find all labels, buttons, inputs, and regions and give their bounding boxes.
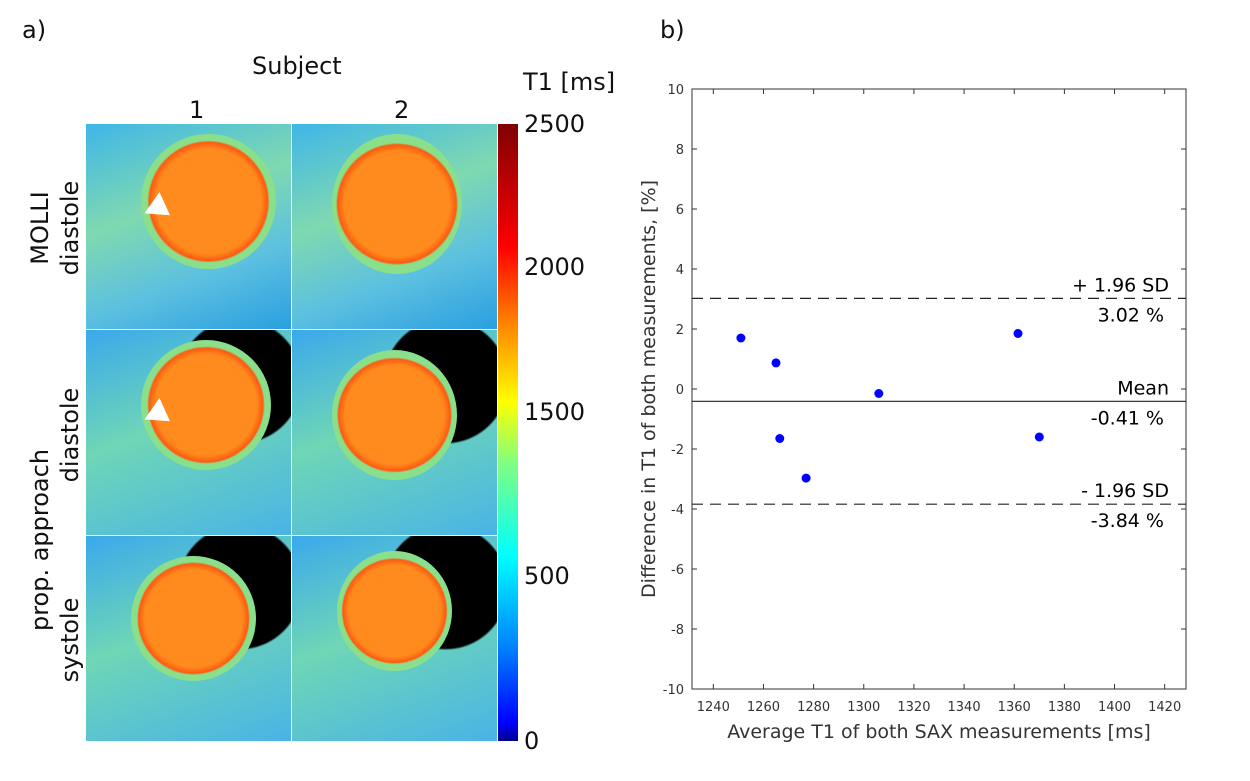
- t1-map-prop-systole-subject-1: [86, 536, 291, 741]
- data-point: [1013, 329, 1023, 338]
- panel-a-label: a): [22, 16, 47, 44]
- t1-map-molli-diastole-subject-2: [292, 124, 497, 329]
- x-tick-label: 1340: [948, 700, 981, 715]
- mean-label: Mean: [1117, 377, 1169, 399]
- y-tick-label: 0: [676, 383, 684, 398]
- t1-map-prop-diastole-subject-2: [292, 330, 497, 535]
- x-tick-label: 1400: [1098, 700, 1131, 715]
- lower-loa-label: - 1.96 SD: [1081, 480, 1169, 502]
- colorbar-title: T1 [ms]: [523, 68, 616, 96]
- x-tick-label: 1380: [1048, 700, 1081, 715]
- colorbar-tick: 500: [524, 562, 570, 590]
- subject-title: Subject: [252, 52, 342, 80]
- y-axis-label: Difference in T1 of both measurements, […: [638, 180, 660, 598]
- colorbar-tick: 1500: [524, 398, 586, 426]
- data-point: [801, 473, 811, 483]
- x-tick-label: 1260: [747, 700, 780, 715]
- data-point: [736, 333, 746, 343]
- lower-loa-value: -3.84 %: [1091, 510, 1164, 532]
- t1-map-prop-systole-subject-2: [292, 536, 497, 741]
- subject-2-label: 2: [394, 96, 410, 124]
- x-tick-label: 1360: [998, 700, 1031, 715]
- colorbar-tick: 0: [524, 727, 540, 755]
- y-tick-label: 4: [676, 263, 684, 278]
- y-tick-label: 6: [676, 203, 684, 218]
- plot-frame: [691, 88, 1187, 690]
- data-point: [874, 389, 884, 398]
- y-tick-label: -8: [671, 623, 684, 638]
- y-tick-label: -10: [663, 683, 684, 698]
- t1-map-prop-diastole-subject-1: [86, 330, 291, 535]
- x-tick-label: 1420: [1148, 700, 1181, 715]
- subject-1-label: 1: [189, 96, 205, 124]
- t1-colorbar: [498, 124, 518, 741]
- y-tick-label: -2: [671, 443, 684, 458]
- colorbar-tick: 2000: [524, 253, 586, 281]
- y-tick-label: 2: [676, 323, 684, 338]
- data-point: [771, 358, 781, 368]
- colorbar-tick: 2500: [524, 110, 586, 138]
- y-tick-label: 10: [667, 83, 684, 98]
- t1-map-molli-diastole-subject-1: [86, 124, 291, 329]
- x-tick-label: 1240: [697, 700, 730, 715]
- x-tick-label: 1280: [797, 700, 830, 715]
- y-tick-label: -6: [671, 563, 684, 578]
- data-point: [775, 434, 785, 443]
- y-tick-label: 8: [676, 143, 684, 158]
- mean-value: -0.41 %: [1091, 407, 1164, 429]
- upper-loa-label: + 1.96 SD: [1072, 274, 1169, 296]
- x-tick-label: 1320: [897, 700, 930, 715]
- y-tick-label: -4: [671, 503, 684, 518]
- upper-loa-value: 3.02 %: [1098, 304, 1164, 326]
- panel-b-label: b): [660, 16, 685, 44]
- x-tick-label: 1300: [847, 700, 880, 715]
- data-point: [1034, 432, 1044, 442]
- x-axis-label: Average T1 of both SAX measurements [ms]: [727, 721, 1151, 743]
